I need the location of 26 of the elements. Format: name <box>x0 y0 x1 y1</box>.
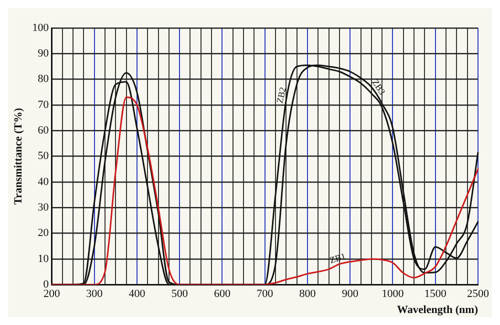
annotation: ZB1 <box>328 251 347 266</box>
x-tick-label: 1000 <box>382 288 404 300</box>
x-tick-label: 300 <box>86 288 104 300</box>
y-tick-label: 20 <box>38 227 50 240</box>
y-tick-label: 10 <box>38 252 50 265</box>
x-tick-label: 700 <box>256 288 274 300</box>
annotation: ZB2 <box>274 86 288 104</box>
y-axis-title: Transmittance (T%) <box>12 108 24 205</box>
x-tick-label: 200 <box>43 288 60 300</box>
y-tick-label: 100 <box>32 22 50 34</box>
y-tick-label: 60 <box>38 124 50 137</box>
x-tick-label: 2500 <box>467 288 490 300</box>
x-tick-label: 500 <box>171 288 188 300</box>
y-tick-label: 30 <box>38 202 50 214</box>
x-tick-label: 400 <box>128 288 146 300</box>
y-tick-label: 50 <box>38 150 50 162</box>
y-tick-label: 90 <box>38 48 50 60</box>
x-tick-label: 800 <box>299 288 316 300</box>
y-tick-label: 80 <box>38 73 50 86</box>
x-tick-label: 900 <box>342 288 359 300</box>
y-tick-label: 0 <box>43 278 50 290</box>
x-axis-title: Wavelength (nm) <box>397 304 478 316</box>
x-tick-label: 1500 <box>424 288 447 300</box>
x-tick-label: 600 <box>214 288 231 300</box>
y-tick-label: 70 <box>38 98 50 111</box>
y-tick-label: 40 <box>38 176 50 188</box>
